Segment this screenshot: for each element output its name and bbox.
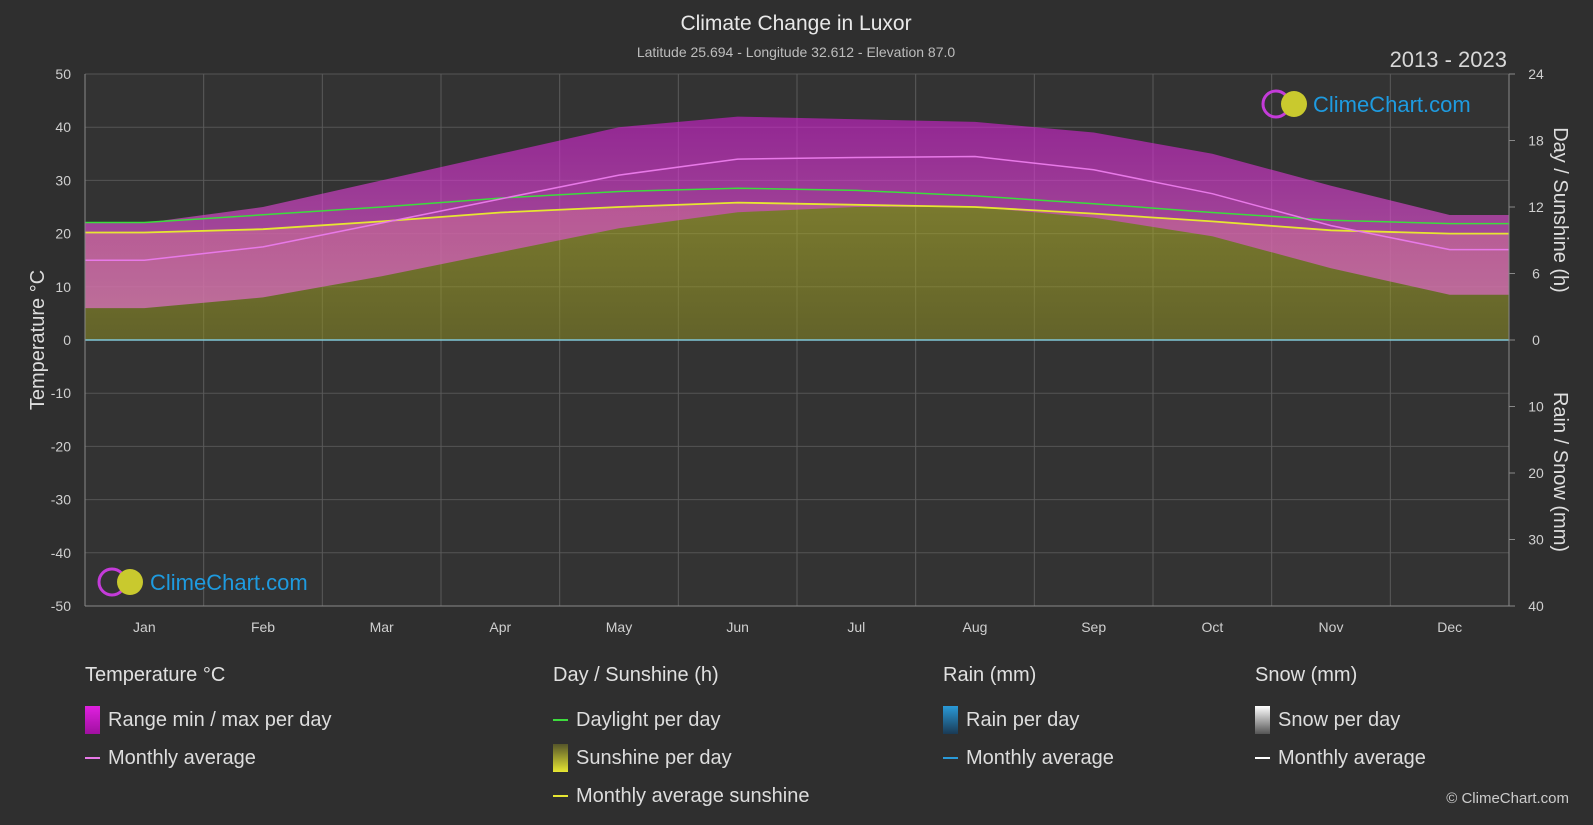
y-right-bottom-tick-label: 40: [1528, 598, 1544, 614]
legend-item-temp-range: Range min / max per day: [85, 701, 331, 739]
x-tick-label: Apr: [489, 619, 511, 635]
snow-swatch: [1255, 706, 1270, 734]
y-left-tick-label: 10: [55, 279, 71, 295]
y-right-top-tick-label: 12: [1528, 199, 1544, 215]
temperature-range-band: [85, 116, 1509, 309]
y-left-tick-label: 20: [55, 226, 71, 242]
x-tick-label: Mar: [370, 619, 394, 635]
y-left-tick-label: -30: [51, 492, 71, 508]
daylight-line: [85, 187, 1509, 225]
y-right-top-tick-label: 0: [1532, 332, 1540, 348]
y-left-tick-label: 30: [55, 172, 71, 188]
x-tick-label: Jan: [133, 619, 156, 635]
y-left-tick-label: 40: [55, 119, 71, 135]
legend-item-sunshine-avg: Monthly average sunshine: [553, 777, 809, 815]
y-left-tick-label: -40: [51, 545, 71, 561]
legend-sunshine: Day / Sunshine (h) Daylight per day Suns…: [553, 664, 809, 815]
legend-label: Rain per day: [966, 708, 1080, 731]
y-left-tick-label: 50: [55, 66, 71, 82]
chart-title: Climate Change in Luxor: [680, 12, 911, 35]
legend-label: Monthly average: [1278, 746, 1426, 769]
y-right-bottom-tick-label: 30: [1528, 532, 1544, 548]
x-tick-label: Feb: [251, 619, 275, 635]
legend-label: Snow per day: [1278, 708, 1401, 731]
x-tick-label: Jul: [847, 619, 865, 635]
legend-snow: Snow (mm) Snow per day Monthly average: [1255, 664, 1426, 777]
legend-item-daylight: Daylight per day: [553, 701, 809, 739]
x-tick-label: May: [606, 619, 632, 635]
legend-item-snow: Snow per day: [1255, 701, 1426, 739]
y-left-tick-label: 0: [63, 332, 71, 348]
temp-avg-swatch: [85, 757, 100, 759]
y-left-tick-label: -10: [51, 385, 71, 401]
legend-rain-title: Rain (mm): [943, 664, 1037, 686]
x-tick-label: Dec: [1437, 619, 1462, 635]
x-tick-label: Oct: [1201, 619, 1223, 635]
x-tick-label: Jun: [726, 619, 749, 635]
y-left-tick-label: -50: [51, 598, 71, 614]
legend-sunshine-title: Day / Sunshine (h): [553, 664, 719, 686]
x-tick-label: Aug: [963, 619, 988, 635]
rain-avg-swatch: [943, 757, 958, 759]
data-lines: [85, 155, 1509, 341]
snow-avg-swatch: [1255, 757, 1270, 759]
y-right-bottom-tick-label: 10: [1528, 399, 1544, 415]
sunshine-avg-line: [85, 201, 1509, 235]
period-label: 2013 - 2023: [1390, 47, 1507, 72]
logo-sun-icon: [117, 569, 143, 595]
sunshine-swatch: [553, 744, 568, 772]
axes: 50 40 30 20 10 0 -10 -20 -30 -40 -50 Jan Feb Mar Apr Ma…: [51, 66, 1544, 635]
climate-chart: 50 40 30 20 10 0 -10 -20 -30 -40 -50 Jan Feb Mar Apr Ma…: [27, 12, 1571, 635]
y-right-top-tick-label: 18: [1528, 133, 1544, 149]
rain-swatch: [943, 706, 958, 734]
brand-logo-bottom: ClimeChart.com: [97, 567, 308, 597]
x-tick-label: Nov: [1319, 619, 1344, 635]
legend-item-temp-avg: Monthly average: [85, 739, 331, 777]
legend-item-rain: Rain per day: [943, 701, 1114, 739]
copyright: © ClimeChart.com: [1446, 790, 1569, 807]
legend-label: Monthly average: [108, 746, 256, 769]
sunshine-avg-swatch: [553, 795, 568, 797]
legend-temperature-title: Temperature °C: [85, 664, 226, 686]
legend-label: Monthly average sunshine: [576, 784, 810, 807]
daylight-swatch: [553, 719, 568, 721]
brand-logo-top: ClimeChart.com: [1261, 89, 1471, 119]
brand-name-top: ClimeChart.com: [1313, 92, 1471, 117]
y-left-label: Temperature °C: [27, 270, 49, 410]
x-tick-label: Sep: [1081, 619, 1106, 635]
legend-temperature: Temperature °C Range min / max per day M…: [85, 664, 331, 777]
legend-item-snow-avg: Monthly average: [1255, 739, 1426, 777]
data-areas: [85, 116, 1509, 340]
y-left-tick-label: -20: [51, 438, 71, 454]
legend-label: Sunshine per day: [576, 746, 732, 769]
temp-range-swatch: [85, 706, 100, 734]
logo-sun-icon: [1281, 91, 1307, 117]
y-right-bottom-label: Rain / Snow (mm): [1549, 392, 1571, 552]
y-right-top-tick-label: 24: [1528, 66, 1544, 82]
temperature-avg-line: [85, 155, 1509, 261]
y-right-top-label: Day / Sunshine (h): [1549, 127, 1571, 293]
legend-label: Range min / max per day: [108, 708, 332, 731]
chart-subtitle: Latitude 25.694 - Longitude 32.612 - Ele…: [637, 44, 956, 60]
legend-snow-title: Snow (mm): [1255, 664, 1358, 686]
legend-label: Daylight per day: [576, 708, 721, 731]
legend-rain: Rain (mm) Rain per day Monthly average: [943, 664, 1114, 777]
legend-label: Monthly average: [966, 746, 1114, 769]
legend-item-sunshine: Sunshine per day: [553, 739, 809, 777]
brand-name-bottom: ClimeChart.com: [150, 570, 308, 595]
y-right-bottom-tick-label: 20: [1528, 465, 1544, 481]
legend-item-rain-avg: Monthly average: [943, 739, 1114, 777]
y-right-top-tick-label: 6: [1532, 266, 1540, 282]
